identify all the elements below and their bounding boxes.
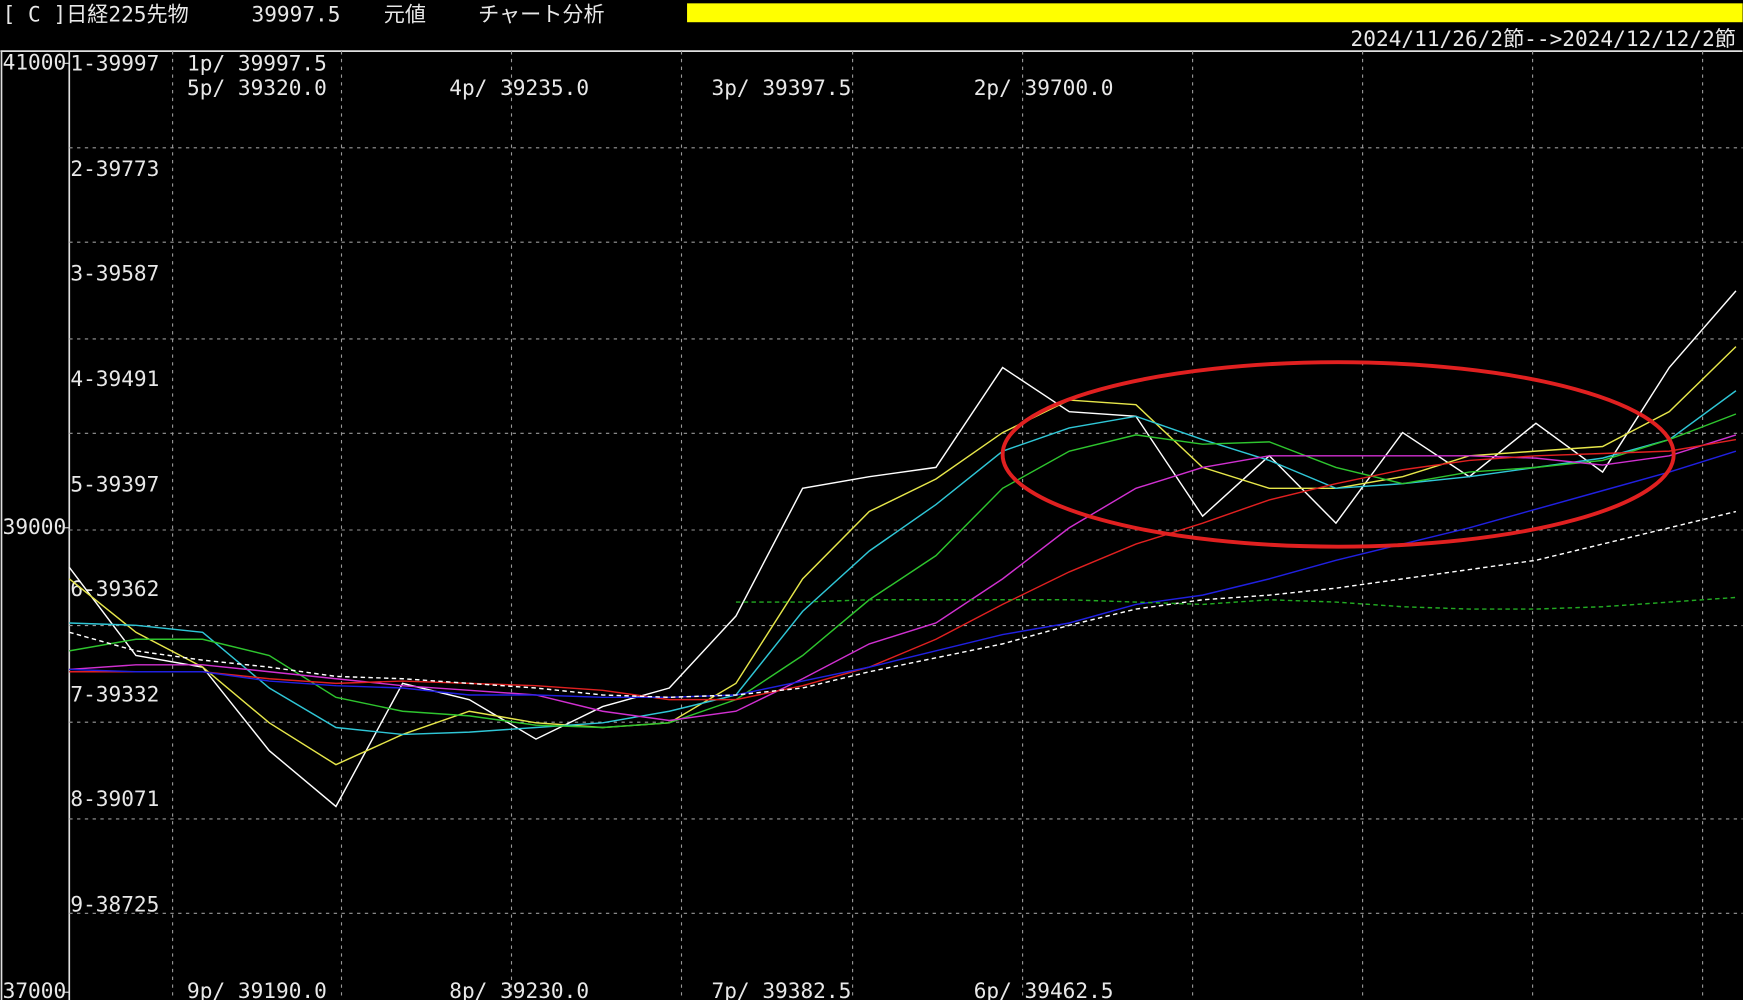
series-line [735, 596, 1736, 610]
period-label: 1p/ 39997.5 [187, 50, 327, 75]
lines [68, 290, 1737, 808]
period-label: 9p/ 39190.0 [187, 978, 327, 1000]
period-label: 3p/ 39397.5 [712, 75, 852, 100]
level-label: 4-39491 [70, 366, 159, 391]
series-line [68, 290, 1737, 808]
series-line [69, 510, 1737, 699]
level-label: 2-39773 [70, 156, 159, 181]
series-line [69, 434, 1737, 722]
date-range: 2024/11/26/2節-->2024/12/12/2節 [1351, 26, 1736, 51]
y-tick-label: 41000 [3, 49, 67, 74]
level-label: 8-39071 [70, 786, 159, 811]
level-label: 6-39362 [70, 576, 159, 601]
levels: 1-39997 2-39773 3-39587 4-39491 5-39397 6-393… [3, 49, 160, 1000]
period-label: 4p/ 39235.0 [449, 75, 589, 100]
y-tick-label: 39000 [3, 514, 67, 539]
series-line [69, 390, 1737, 736]
y-tick-label: 37000 [3, 978, 67, 1000]
period-label: 2p/ 39700.0 [974, 75, 1114, 100]
level-label: 1-39997 [70, 50, 159, 75]
series-line [69, 413, 1737, 729]
level-label: 5-39397 [70, 472, 159, 497]
grid [69, 51, 1743, 1000]
period-label: 6p/ 39462.5 [974, 978, 1114, 1000]
basis: 元値 [384, 2, 426, 27]
level-label: 7-39332 [70, 682, 159, 707]
level-label: 3-39587 [70, 260, 159, 285]
symbol: [ C ]日経225先物 [3, 2, 189, 27]
price: 39997.5 [252, 2, 341, 27]
period-label: 7p/ 39382.5 [712, 978, 852, 1000]
periods: 1p/ 39997.55p/ 39320.0 4p/ 39235.0 3p/ 393… [187, 50, 1113, 1000]
period-label: 5p/ 39320.0 [187, 75, 327, 100]
period-label: 8p/ 39230.0 [449, 978, 589, 1000]
highlight-ellipse [1000, 360, 1676, 549]
series-line [69, 450, 1737, 699]
series-line [69, 438, 1737, 701]
status-bar [687, 3, 1743, 23]
level-label: 9-38725 [70, 892, 159, 917]
mode: チャート分析 [478, 2, 604, 27]
series-line [68, 346, 1737, 766]
